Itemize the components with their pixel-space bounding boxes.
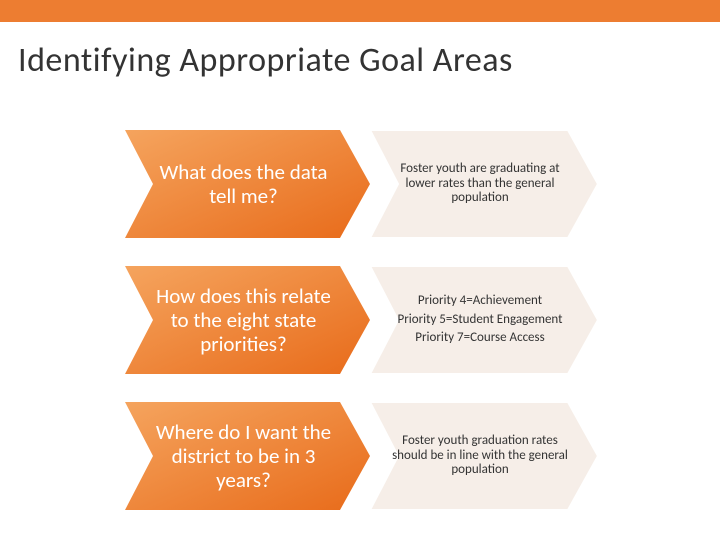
page-title: Identifying Appropriate Goal Areas — [0, 22, 720, 81]
answer-line: Foster youth graduation rates should be … — [390, 434, 570, 479]
answer-line: Priority 5=Student Engagement — [398, 313, 563, 328]
answer-chevron: Priority 4=Achievement Priority 5=Studen… — [370, 266, 598, 374]
question-chevron: How does this relate to the eight state … — [125, 266, 370, 374]
question-chevron: Where do I want the district to be in 3 … — [125, 402, 370, 510]
answer-label: Priority 4=Achievement Priority 5=Studen… — [370, 266, 598, 374]
question-label: What does the data tell me? — [125, 130, 370, 238]
goal-rows: What does the data tell me? Foster youth… — [125, 130, 655, 538]
answer-line: Priority 7=Course Access — [415, 331, 544, 346]
goal-row: Where do I want the district to be in 3 … — [125, 402, 655, 510]
question-chevron: What does the data tell me? — [125, 130, 370, 238]
top-accent-bar — [0, 0, 720, 22]
answer-chevron: Foster youth are graduating at lower rat… — [370, 130, 598, 238]
answer-label: Foster youth graduation rates should be … — [370, 402, 598, 510]
answer-line: Foster youth are graduating at lower rat… — [390, 162, 570, 207]
question-label: How does this relate to the eight state … — [125, 266, 370, 374]
question-label: Where do I want the district to be in 3 … — [125, 402, 370, 510]
goal-row: How does this relate to the eight state … — [125, 266, 655, 374]
answer-line: Priority 4=Achievement — [418, 294, 542, 309]
goal-row: What does the data tell me? Foster youth… — [125, 130, 655, 238]
answer-chevron: Foster youth graduation rates should be … — [370, 402, 598, 510]
answer-label: Foster youth are graduating at lower rat… — [370, 130, 598, 238]
